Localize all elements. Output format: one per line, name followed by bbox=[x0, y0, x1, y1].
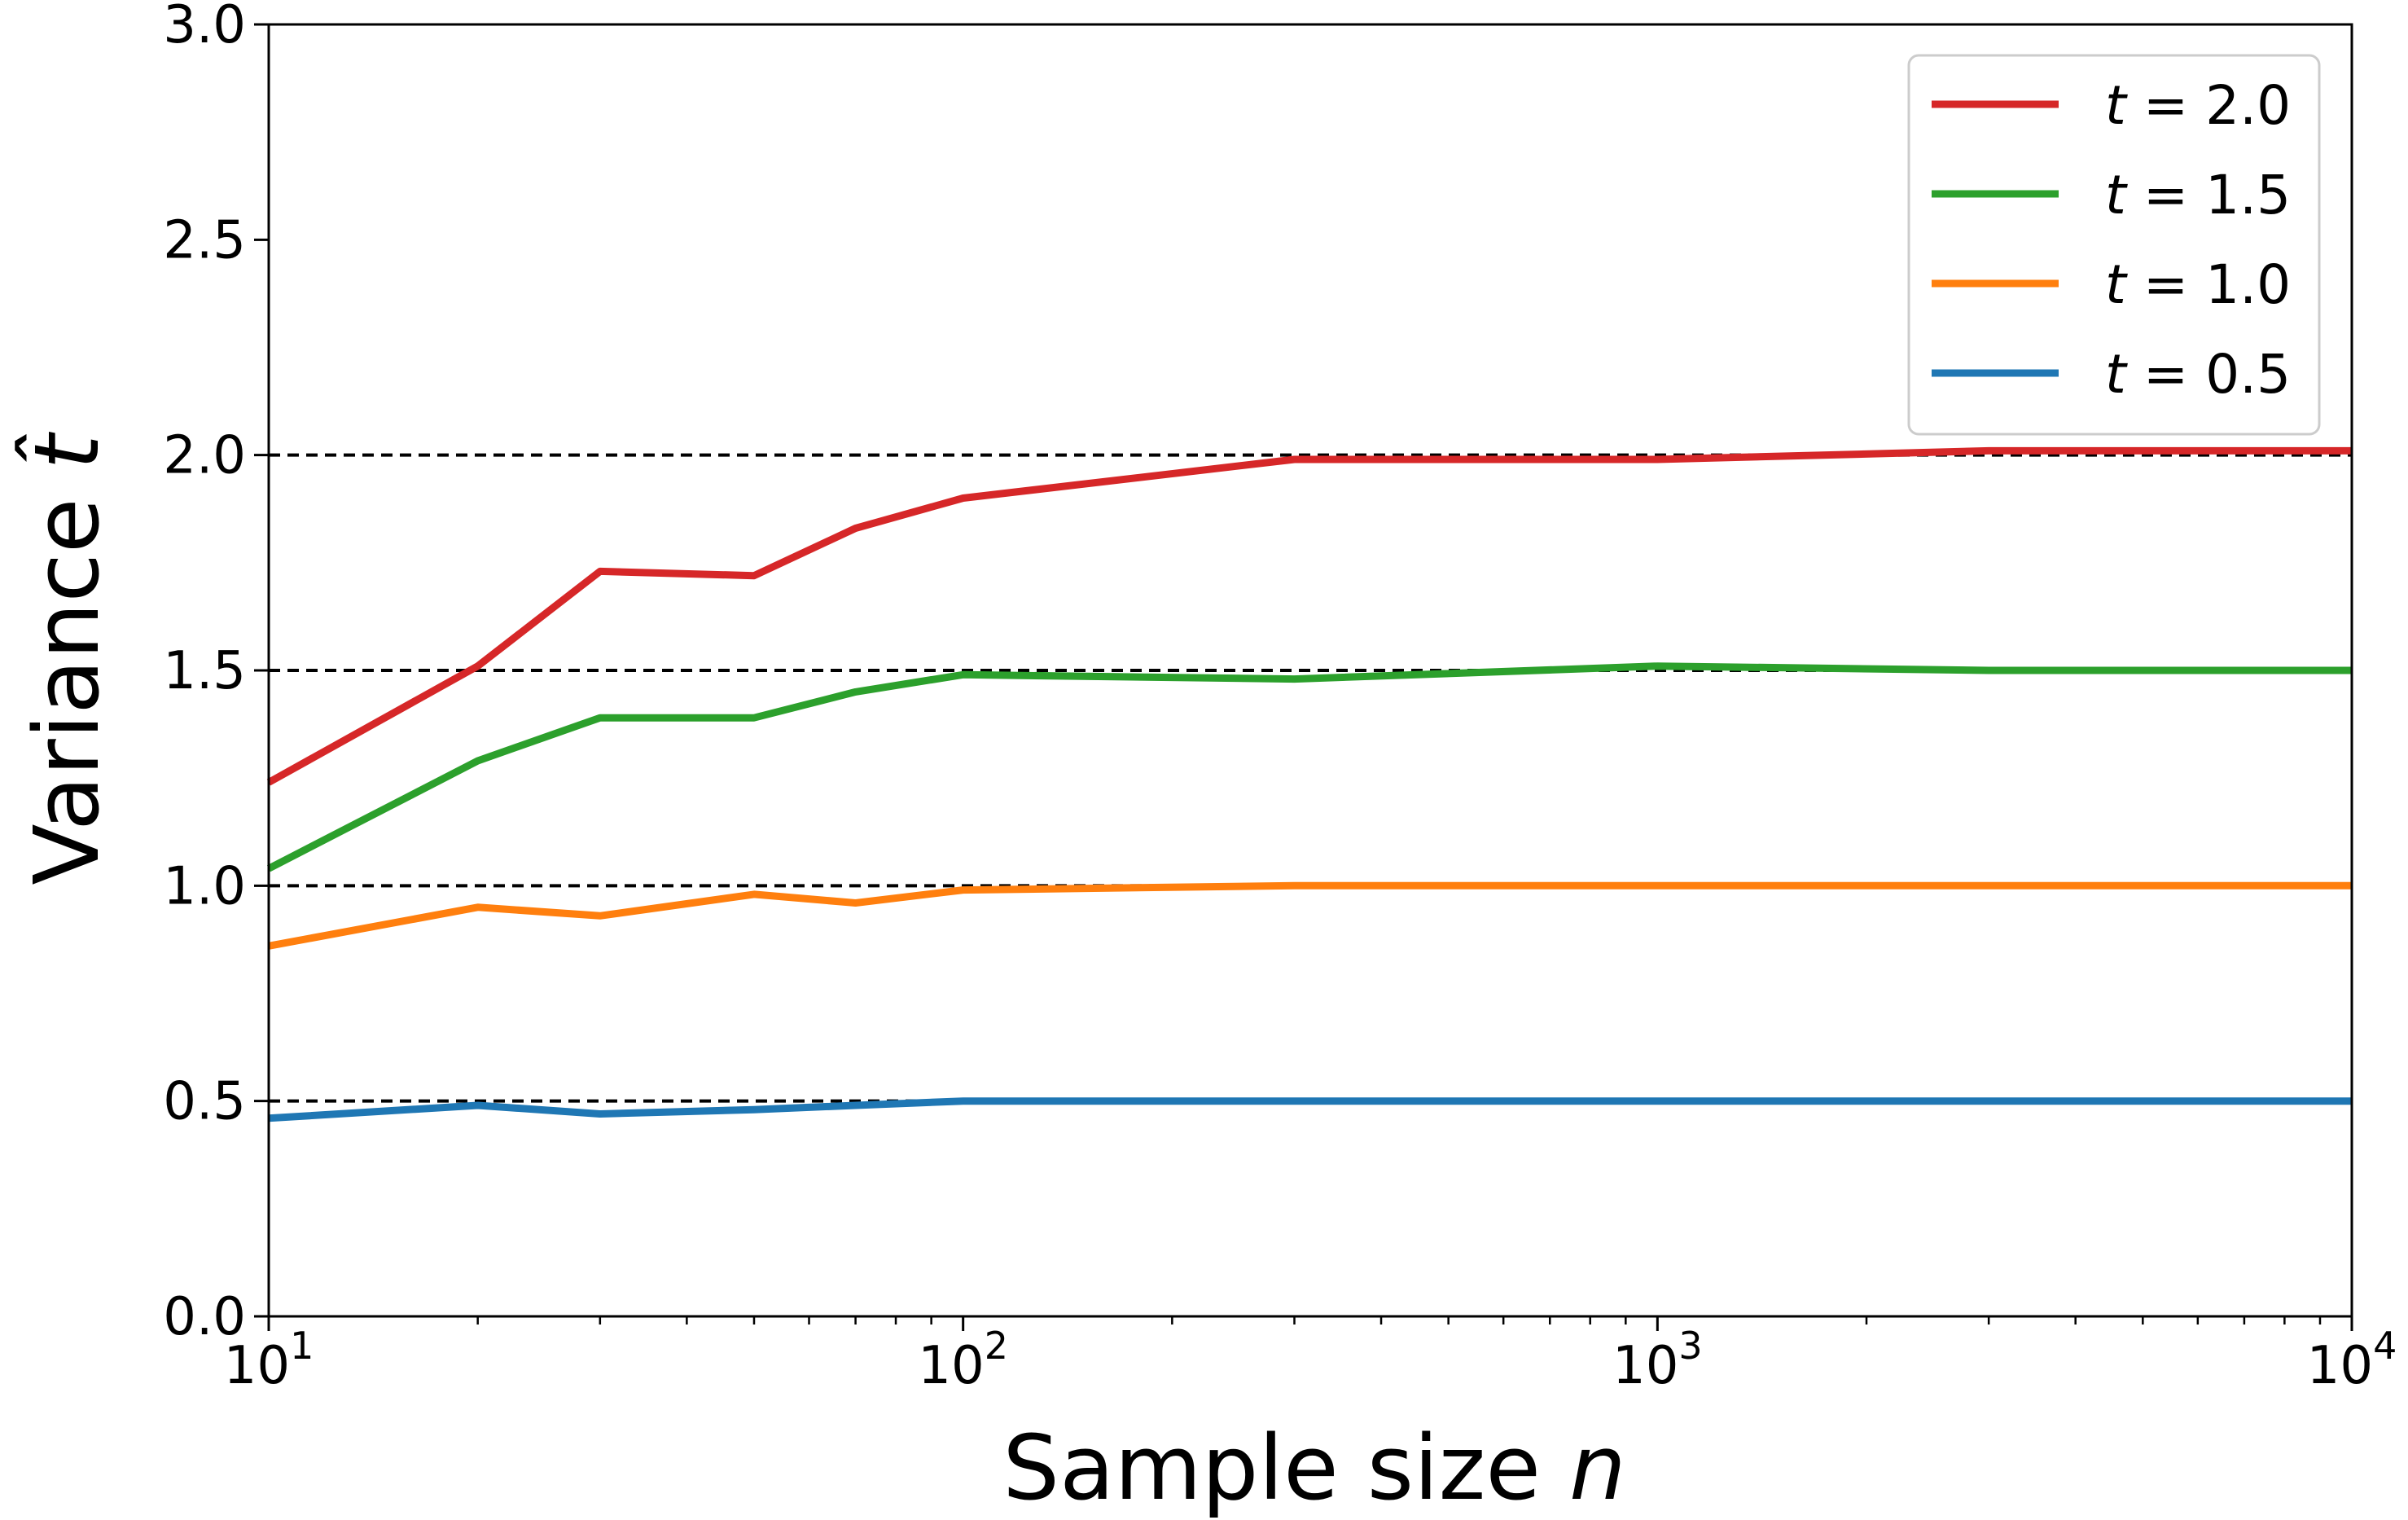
x-tick-label: 104 bbox=[2307, 1324, 2397, 1396]
series-line-t-1.0 bbox=[268, 881, 2352, 950]
legend-box bbox=[1907, 54, 2321, 436]
series-line-t-1.5 bbox=[266, 662, 2352, 872]
legend: t = 2.0 t = 1.5 t = 1.0 t = 0.5 bbox=[1907, 54, 2321, 436]
x-tick-label: 102 bbox=[918, 1324, 1008, 1396]
y-tick-label: 1.5 bbox=[163, 641, 246, 701]
x-tick-label: 101 bbox=[224, 1324, 314, 1396]
legend-label-t-2.0: t = 2.0 bbox=[2105, 74, 2291, 137]
series-lines bbox=[266, 446, 2352, 1122]
legend-label-t-1.0: t = 1.0 bbox=[2105, 253, 2291, 316]
y-tick-label: 2.0 bbox=[163, 426, 246, 486]
series-line-t-0.5 bbox=[268, 1097, 2352, 1122]
y-tick-label: 0.0 bbox=[163, 1287, 246, 1347]
y-tick-label: 1.0 bbox=[163, 856, 246, 916]
reference-lines bbox=[269, 453, 2352, 1103]
axis-ticks bbox=[254, 23, 2353, 1331]
x-tick-label: 103 bbox=[1612, 1324, 1703, 1396]
y-tick-label: 0.5 bbox=[163, 1072, 246, 1132]
y-tick-label: 3.0 bbox=[163, 0, 246, 55]
tick-labels: 101 102 103 104 0.0 0.5 1.0 1.5 2.0 2.5 3.0 bbox=[163, 0, 2397, 1396]
legend-label-t-1.5: t = 1.5 bbox=[2105, 164, 2291, 226]
plot-frame bbox=[267, 23, 2353, 1318]
series-line-t-2.0 bbox=[266, 446, 2352, 786]
x-axis-label: Sample size n bbox=[1002, 1416, 1625, 1520]
y-tick-label: 2.5 bbox=[163, 210, 246, 270]
y-axis-label: Variance t̂ bbox=[14, 431, 119, 885]
legend-label-t-0.5: t = 0.5 bbox=[2105, 343, 2291, 406]
